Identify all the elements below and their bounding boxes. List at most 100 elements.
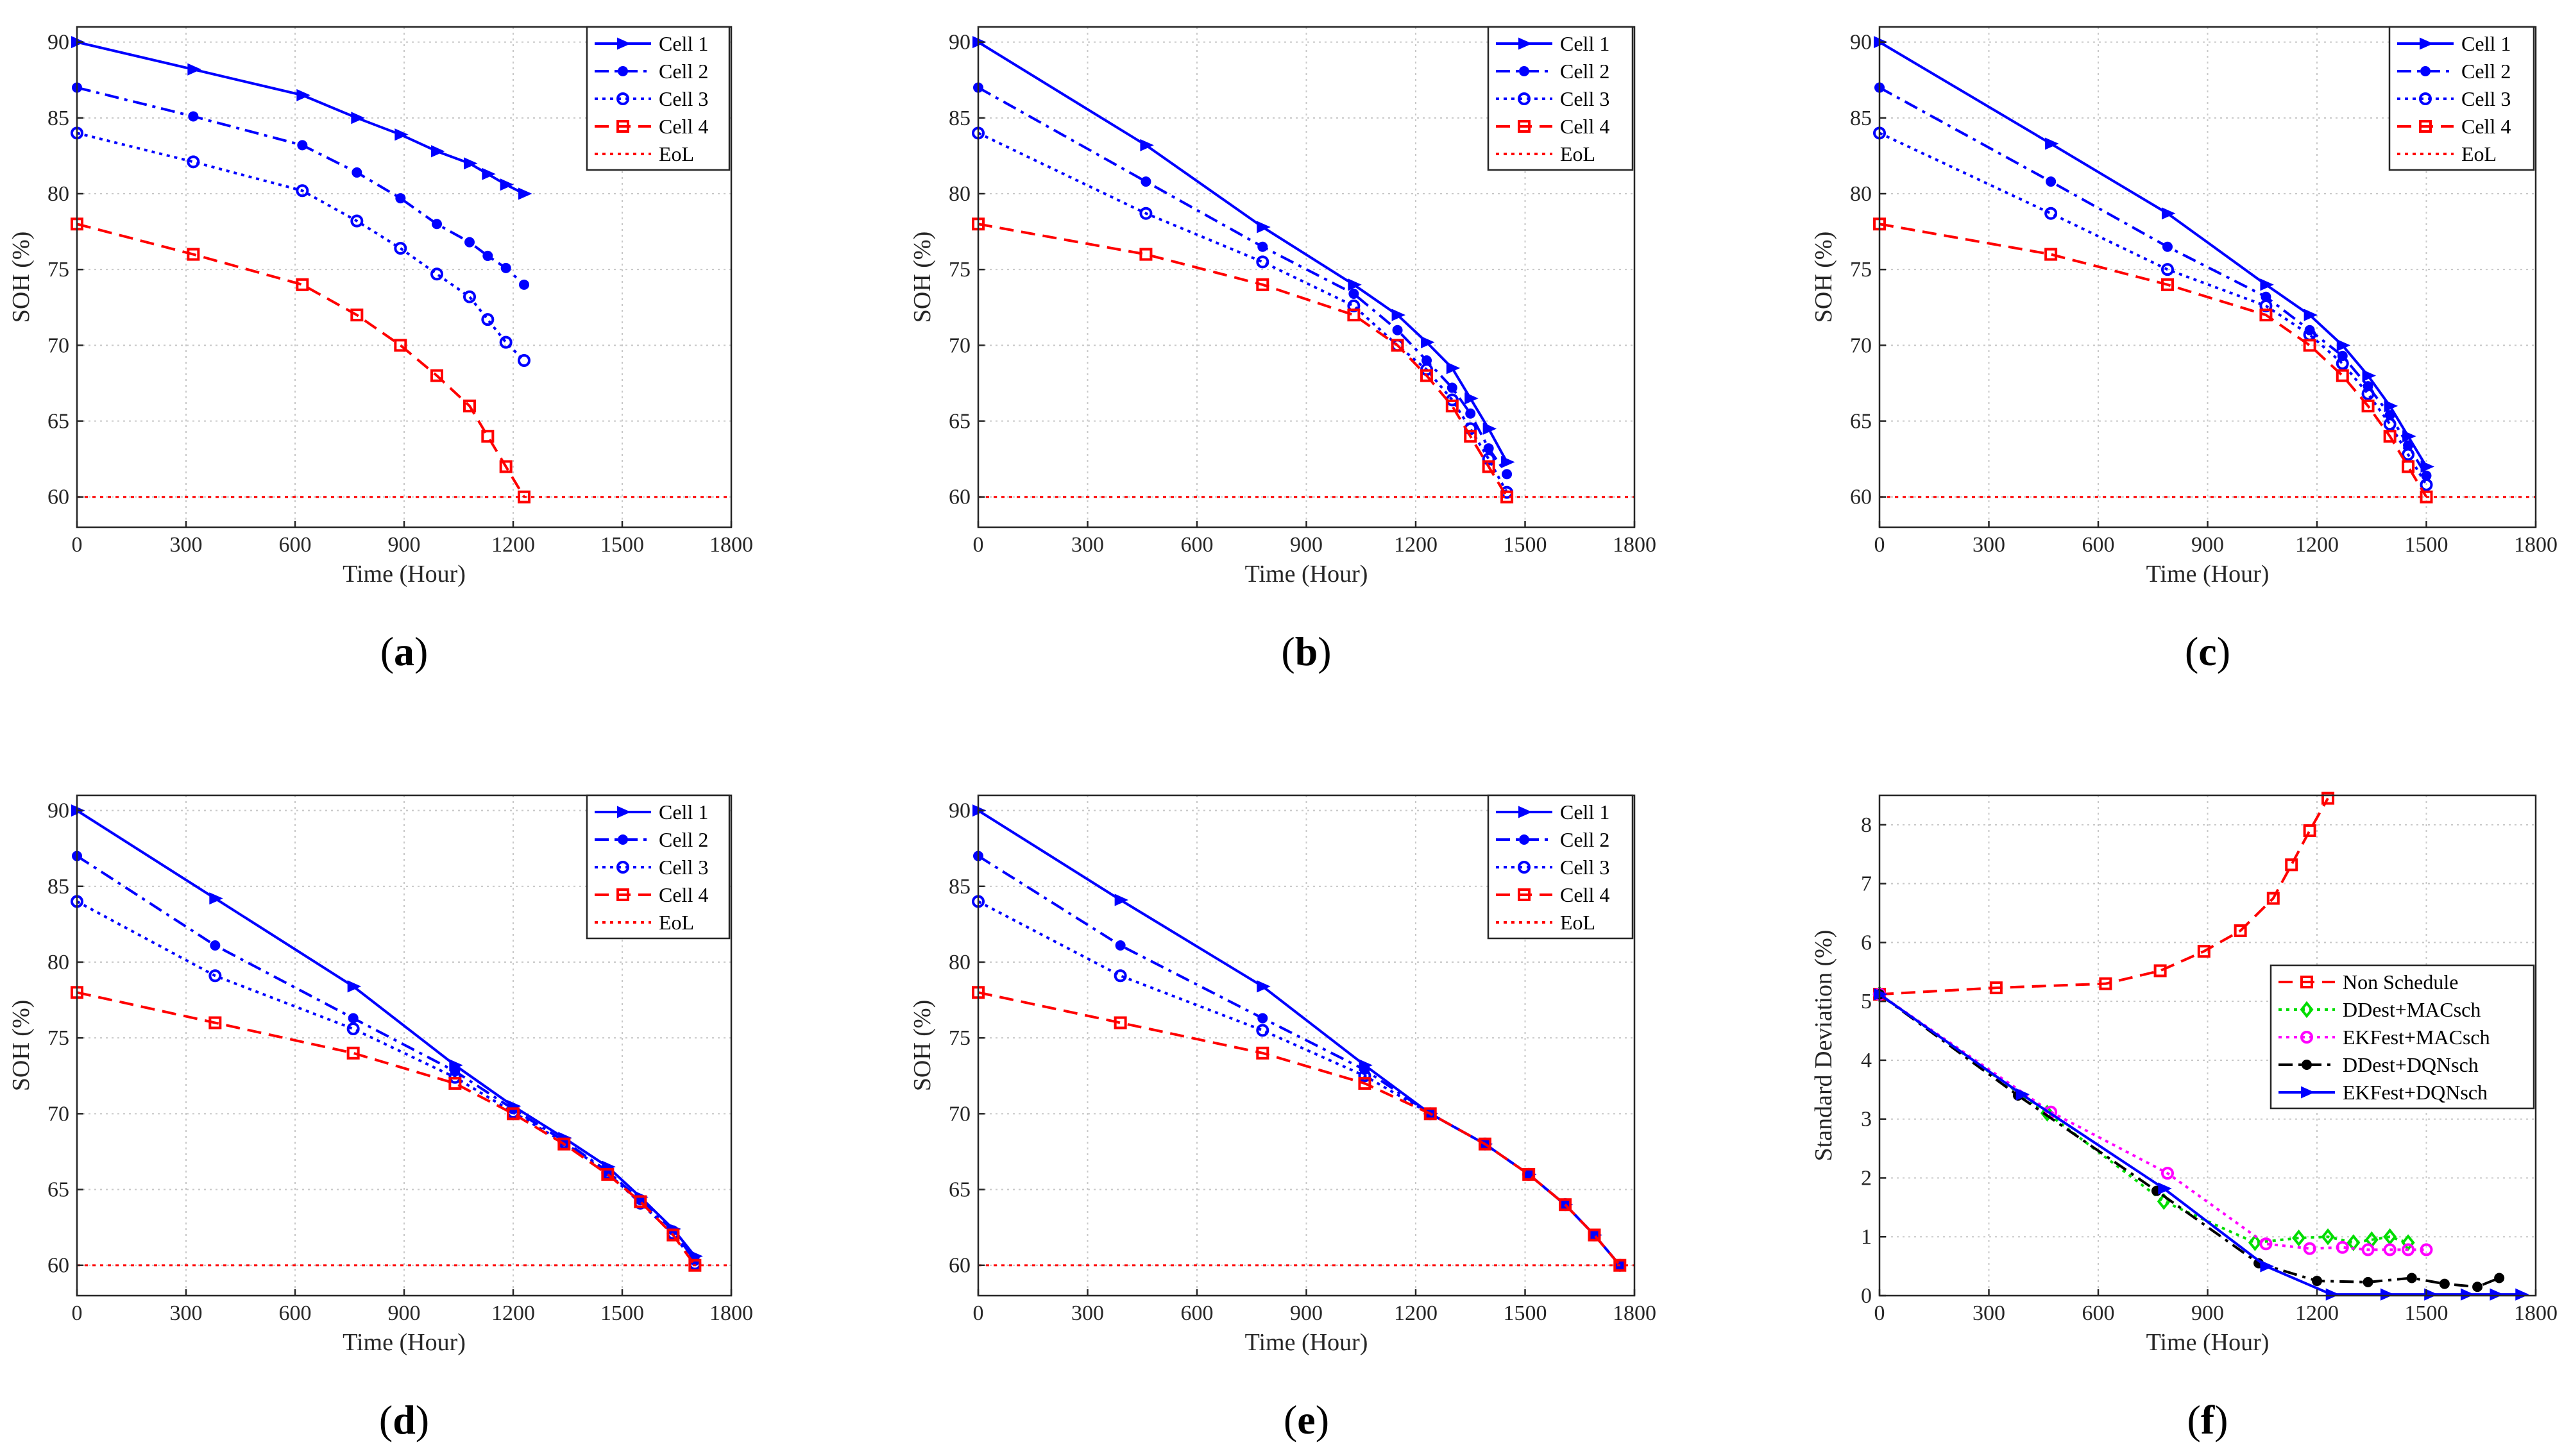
data-point <box>1464 430 1477 443</box>
panel-label: (d) <box>379 1397 429 1443</box>
data-point <box>430 267 443 281</box>
data-point <box>2420 478 2433 491</box>
panel-c: 0 300 600 900 1200 1500 1800 60 65 70 75 80 85 90 Time… <box>1810 26 2558 674</box>
series-line <box>1879 223 2428 498</box>
data-point <box>1522 1167 1536 1181</box>
x-tick-label: 0 <box>973 533 984 557</box>
series-ekfest-dqnsch <box>1874 988 2529 1301</box>
y-tick-label: 80 <box>47 182 69 206</box>
data-point <box>2325 1288 2340 1301</box>
series-line <box>76 991 696 1266</box>
y-tick-label: 0 <box>1861 1284 1872 1308</box>
x-tick-label: 900 <box>2191 533 2224 557</box>
data-point <box>463 290 476 303</box>
data-point <box>2472 1282 2483 1292</box>
legend: Cell 1 Cell 2 Cell 3 Cell 4 EoL <box>586 794 731 940</box>
legend-marker <box>2419 120 2432 133</box>
data-point <box>2336 369 2349 382</box>
data-point <box>1115 940 1126 951</box>
legend-label: Cell 4 <box>1560 883 1609 906</box>
data-point <box>1446 362 1461 375</box>
data-point <box>1256 255 1269 269</box>
legend-label: Cell 4 <box>1560 115 1609 138</box>
data-point <box>1421 336 1435 349</box>
data-point <box>346 1046 360 1060</box>
series-cell-4 <box>71 986 702 1272</box>
data-point <box>1348 289 1359 299</box>
legend-marker <box>617 806 631 818</box>
legend-marker <box>2300 1031 2313 1044</box>
data-point <box>500 178 514 191</box>
data-point <box>500 262 511 273</box>
legend-marker <box>2420 66 2431 76</box>
x-tick-label: 1500 <box>1504 1301 1547 1325</box>
data-point <box>464 157 478 170</box>
data-point <box>1465 408 1476 419</box>
series-line <box>76 854 696 1262</box>
x-tick-label: 900 <box>1290 533 1323 557</box>
x-axis-label: Time (Hour) <box>343 561 466 588</box>
data-point <box>2383 1243 2397 1257</box>
y-tick-label: 60 <box>949 486 971 509</box>
legend-marker <box>616 92 629 105</box>
data-point <box>2259 1237 2273 1251</box>
x-tick-label: 1200 <box>491 1301 535 1325</box>
series-line <box>978 900 1621 1267</box>
data-point <box>688 1258 702 1272</box>
panel-a: 0 300 600 900 1200 1500 1800 60 65 70 75 80 85 90 Time… <box>8 26 753 674</box>
data-point <box>2303 339 2316 352</box>
x-tick-label: 1800 <box>2514 1301 2558 1325</box>
data-point <box>2160 1167 2174 1180</box>
data-point <box>2380 1288 2395 1301</box>
data-point <box>499 460 513 473</box>
legend: Cell 1 Cell 2 Cell 3 Cell 4 EoL <box>2388 26 2535 171</box>
y-tick-label: 75 <box>949 258 971 282</box>
data-point <box>482 250 493 261</box>
legend-label: Cell 4 <box>2461 115 2511 138</box>
y-tick-label: 1 <box>1861 1225 1872 1249</box>
data-point <box>2285 858 2298 872</box>
data-point <box>519 279 529 290</box>
data-point <box>481 313 495 326</box>
data-point <box>2402 460 2415 473</box>
y-tick-label: 90 <box>47 31 69 55</box>
legend-marker <box>1519 66 1529 76</box>
legend-label: EoL <box>659 142 694 165</box>
x-tick-label: 1800 <box>1613 533 1656 557</box>
data-point <box>2046 176 2057 187</box>
y-axis-label: SOH (%) <box>8 1000 35 1091</box>
data-point <box>1420 369 1434 382</box>
data-point <box>2461 1288 2475 1301</box>
x-tick-label: 600 <box>1181 533 1214 557</box>
data-point <box>482 167 496 180</box>
y-axis-label: SOH (%) <box>1810 232 1837 323</box>
data-point <box>2321 1228 2335 1246</box>
data-point <box>634 1195 647 1208</box>
series-cell-1 <box>1874 36 2434 473</box>
data-point <box>350 214 364 228</box>
data-point <box>394 339 407 352</box>
legend: Cell 1 Cell 2 Cell 3 Cell 4 EoL <box>1487 794 1634 940</box>
data-point <box>432 219 442 230</box>
data-point <box>2044 248 2058 261</box>
data-point <box>1483 443 1494 454</box>
data-point <box>346 1022 360 1035</box>
y-tick-label: 60 <box>949 1254 971 1278</box>
legend: Cell 1 Cell 2 Cell 3 Cell 4 EoL <box>1487 26 1634 171</box>
data-point <box>2312 1276 2322 1287</box>
x-tick-label: 600 <box>2082 1301 2115 1325</box>
data-point <box>448 1077 462 1090</box>
data-point <box>2424 1288 2438 1301</box>
y-tick-label: 70 <box>47 1102 69 1126</box>
data-point <box>2259 309 2273 322</box>
data-point <box>2044 207 2058 220</box>
legend-label: Cell 1 <box>659 32 708 55</box>
data-point <box>601 1167 615 1181</box>
legend-label: Cell 3 <box>659 856 708 879</box>
data-point <box>499 335 513 349</box>
panel-label: (c) <box>2185 629 2230 674</box>
data-point <box>2197 945 2210 958</box>
data-point <box>2383 430 2397 443</box>
y-tick-label: 80 <box>949 182 971 206</box>
